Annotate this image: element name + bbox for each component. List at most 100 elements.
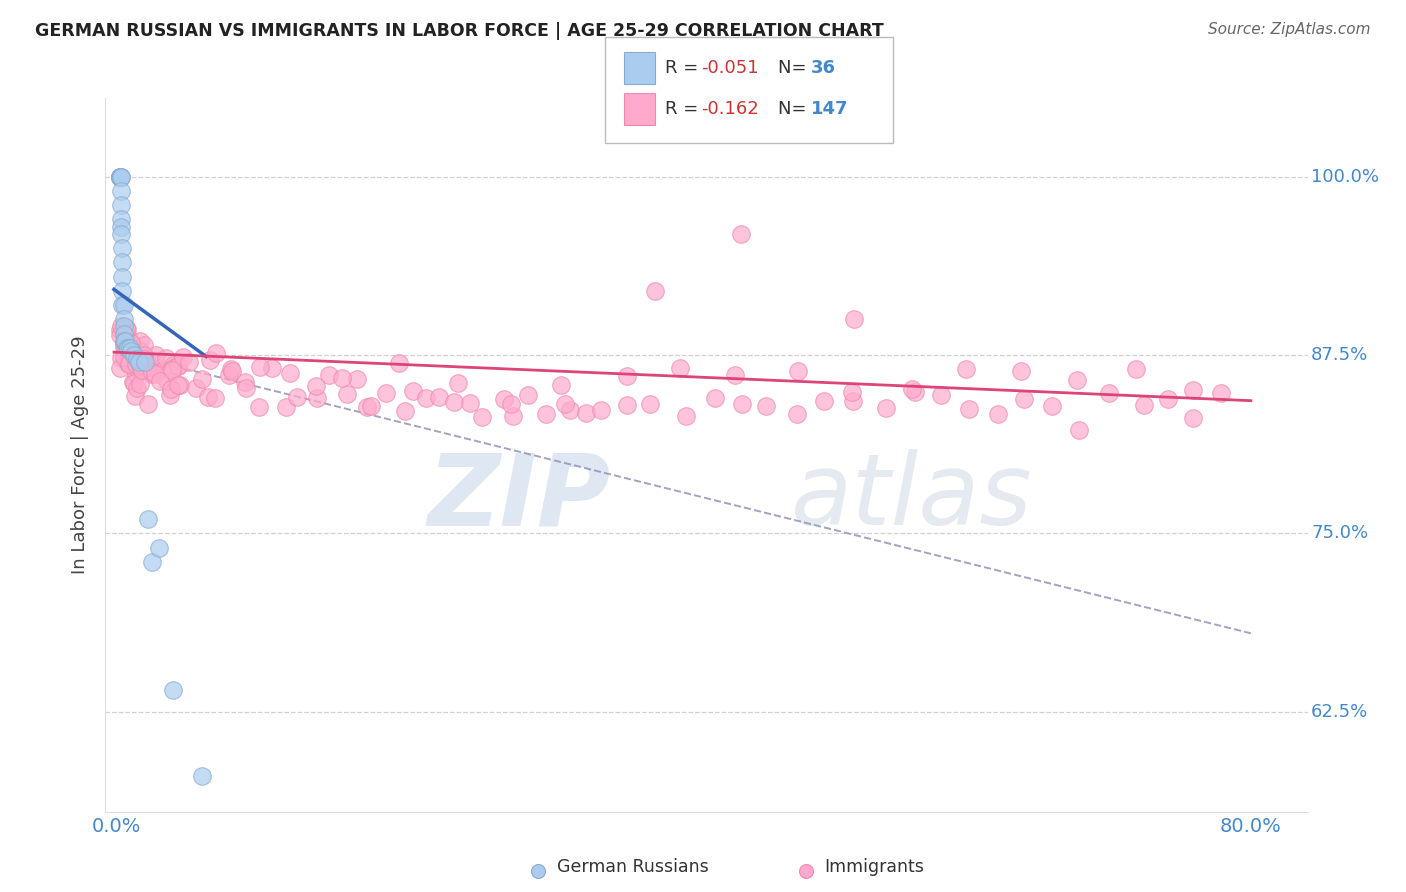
Point xyxy=(360,399,382,413)
Point xyxy=(136,512,159,526)
Text: -0.051: -0.051 xyxy=(702,59,759,77)
Point xyxy=(1098,386,1121,401)
Point xyxy=(112,319,135,334)
Point xyxy=(198,353,221,368)
Point xyxy=(131,363,153,377)
Point xyxy=(110,219,132,234)
Point xyxy=(987,407,1010,421)
Point xyxy=(204,346,226,360)
Point xyxy=(110,212,132,227)
Point xyxy=(346,371,368,385)
Point xyxy=(1182,383,1205,397)
Point xyxy=(471,410,494,425)
Point xyxy=(167,359,190,374)
Point xyxy=(167,378,190,392)
Point xyxy=(1125,362,1147,376)
Text: N=: N= xyxy=(778,100,811,118)
Point xyxy=(1040,400,1063,414)
Text: Source: ZipAtlas.com: Source: ZipAtlas.com xyxy=(1208,22,1371,37)
Point xyxy=(136,359,159,374)
Point xyxy=(110,169,132,184)
Point xyxy=(115,322,138,336)
Point xyxy=(124,356,146,370)
Point xyxy=(502,409,524,423)
Point xyxy=(111,255,134,269)
Text: GERMAN RUSSIAN VS IMMIGRANTS IN LABOR FORCE | AGE 25-29 CORRELATION CHART: GERMAN RUSSIAN VS IMMIGRANTS IN LABOR FO… xyxy=(35,22,884,40)
Point xyxy=(162,683,184,698)
Point xyxy=(730,227,752,241)
Point xyxy=(117,335,139,350)
Point xyxy=(110,169,132,184)
Text: atlas: atlas xyxy=(790,450,1032,546)
Point xyxy=(219,361,242,376)
Point xyxy=(108,169,131,184)
Point xyxy=(111,298,134,312)
Point xyxy=(534,408,557,422)
Point xyxy=(162,358,184,372)
Point xyxy=(318,368,340,382)
Point xyxy=(1067,423,1090,437)
Point xyxy=(135,359,157,374)
Point xyxy=(124,389,146,403)
Point xyxy=(115,341,138,355)
Point xyxy=(285,391,308,405)
Point xyxy=(139,368,162,382)
Point xyxy=(142,360,165,375)
Point xyxy=(574,406,596,420)
Point xyxy=(127,381,149,395)
Point xyxy=(132,338,155,352)
Point xyxy=(143,354,166,368)
Point xyxy=(330,371,353,385)
Point xyxy=(929,388,952,402)
Point xyxy=(179,355,201,369)
Point xyxy=(162,363,184,377)
Point xyxy=(184,382,207,396)
Point xyxy=(1133,398,1156,412)
Point xyxy=(118,357,141,371)
Point xyxy=(110,198,132,212)
Point xyxy=(1066,373,1088,387)
Point xyxy=(159,388,181,402)
Point xyxy=(134,353,156,368)
Point xyxy=(554,397,576,411)
Point xyxy=(129,376,152,391)
Point xyxy=(134,355,156,369)
Point xyxy=(112,298,135,312)
Text: -0.162: -0.162 xyxy=(702,100,759,118)
Point xyxy=(156,374,179,388)
Text: 75.0%: 75.0% xyxy=(1312,524,1368,542)
Y-axis label: In Labor Force | Age 25-29: In Labor Force | Age 25-29 xyxy=(72,335,90,574)
Point xyxy=(415,391,437,405)
Point xyxy=(517,388,540,402)
Point xyxy=(1211,386,1233,401)
Point xyxy=(904,384,927,399)
Point xyxy=(162,361,184,376)
Point xyxy=(191,372,214,386)
Point xyxy=(117,330,139,344)
Text: 87.5%: 87.5% xyxy=(1312,346,1368,364)
Point xyxy=(132,352,155,367)
Point xyxy=(1157,392,1180,407)
Text: German Russians: German Russians xyxy=(557,858,709,876)
Point xyxy=(132,350,155,364)
Text: 100.0%: 100.0% xyxy=(1312,168,1379,186)
Point xyxy=(221,364,243,378)
Point xyxy=(787,364,810,378)
Point xyxy=(640,397,662,411)
Point xyxy=(492,392,515,406)
Point xyxy=(616,369,638,384)
Point xyxy=(124,348,146,362)
Point xyxy=(218,368,240,382)
Point xyxy=(1182,411,1205,425)
Point xyxy=(141,365,163,379)
Point xyxy=(120,336,142,351)
Point xyxy=(124,368,146,382)
Point xyxy=(336,387,359,401)
Text: N=: N= xyxy=(778,59,811,77)
Point xyxy=(957,401,980,416)
Point xyxy=(149,375,172,389)
Point xyxy=(112,326,135,341)
Point xyxy=(204,391,226,405)
Point xyxy=(731,397,754,411)
Point xyxy=(118,358,141,372)
